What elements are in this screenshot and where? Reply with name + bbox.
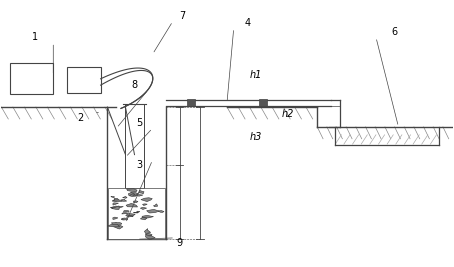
Polygon shape [126,214,135,216]
Polygon shape [107,223,120,227]
Bar [10,64,53,94]
Bar [188,99,194,106]
Polygon shape [144,229,151,234]
Polygon shape [140,217,147,220]
Polygon shape [137,211,140,212]
Polygon shape [153,204,158,207]
Polygon shape [113,199,118,201]
Polygon shape [135,195,143,196]
Polygon shape [140,207,147,209]
Text: 8: 8 [132,80,138,90]
Polygon shape [145,233,152,236]
Polygon shape [129,194,136,197]
Polygon shape [145,235,155,240]
Text: h1: h1 [250,70,262,80]
Polygon shape [142,215,153,218]
Polygon shape [111,223,122,225]
Text: 3: 3 [136,160,142,170]
Polygon shape [158,211,164,212]
Polygon shape [128,193,135,196]
Polygon shape [143,204,147,205]
Bar [67,68,101,93]
Text: 2: 2 [77,113,84,123]
Polygon shape [121,199,127,201]
Polygon shape [131,193,138,195]
Polygon shape [123,210,129,212]
Polygon shape [127,189,137,192]
Text: 9: 9 [177,238,183,248]
Polygon shape [126,203,138,207]
Polygon shape [111,206,119,210]
Text: 7: 7 [179,11,185,21]
Polygon shape [141,198,152,202]
Polygon shape [121,218,128,220]
Text: 4: 4 [244,18,250,28]
Polygon shape [111,197,114,198]
Polygon shape [122,213,128,214]
Polygon shape [114,198,119,201]
Polygon shape [114,225,123,229]
Bar [109,188,165,239]
Polygon shape [113,203,118,205]
Text: 5: 5 [136,118,142,128]
Polygon shape [126,215,133,217]
Polygon shape [139,190,144,194]
Polygon shape [133,201,138,203]
Text: h2: h2 [282,109,294,119]
Polygon shape [110,206,123,208]
Bar [260,99,266,106]
Polygon shape [122,218,124,220]
Text: 1: 1 [32,32,38,42]
Polygon shape [147,209,159,213]
Polygon shape [113,217,118,219]
Polygon shape [112,200,123,202]
Polygon shape [123,197,127,198]
Text: 6: 6 [391,27,397,37]
Text: h3: h3 [250,132,262,143]
